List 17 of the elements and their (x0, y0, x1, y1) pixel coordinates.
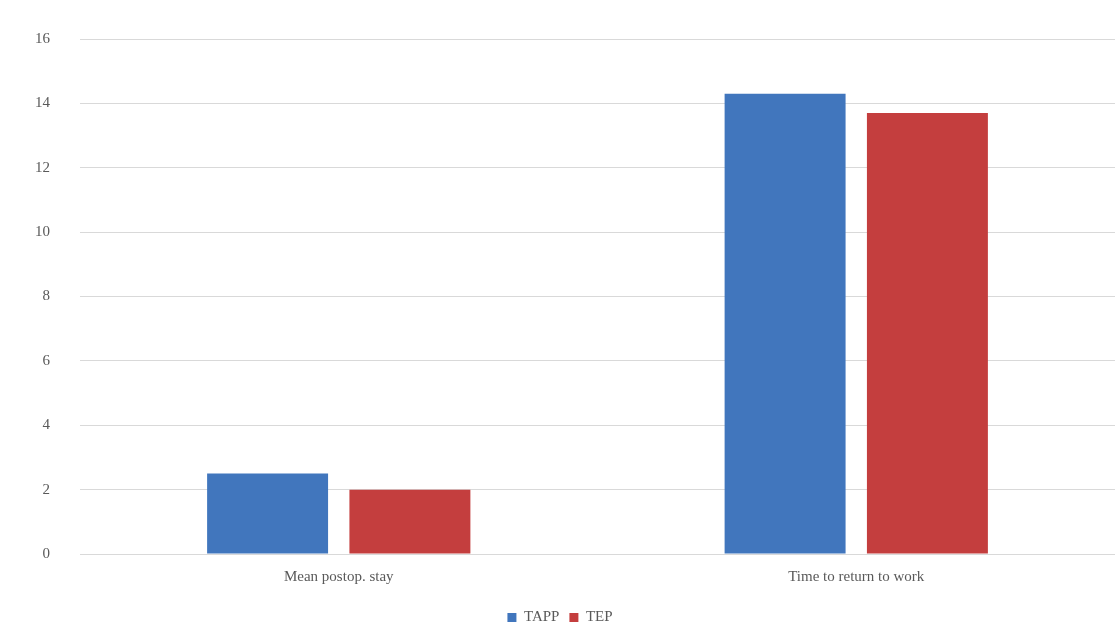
y-tick-label: 8 (42, 287, 50, 304)
y-tick-label: 6 (42, 351, 51, 368)
y-tick-label: 0 (42, 544, 50, 561)
x-tick-label: Time to return to work (788, 567, 925, 584)
y-tick-label: 2 (42, 480, 50, 497)
y-tick-label: 16 (35, 29, 51, 46)
bar (866, 113, 988, 554)
y-tick-label: 14 (35, 94, 51, 111)
y-tick-label: 10 (35, 223, 50, 240)
bar (207, 473, 329, 554)
bar (349, 489, 471, 554)
legend-label: TAPP (523, 608, 560, 625)
x-tick-label: Mean postop. stay (283, 567, 395, 584)
bar (724, 93, 846, 554)
y-tick-label: 4 (42, 416, 51, 433)
legend-label: TEP (585, 608, 613, 625)
y-tick-label: 12 (35, 158, 50, 175)
